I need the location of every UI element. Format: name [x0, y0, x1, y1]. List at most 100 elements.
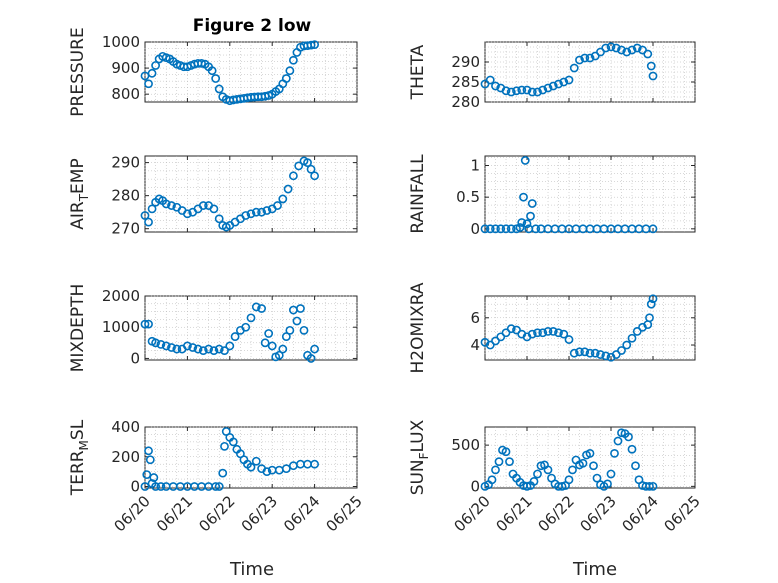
data-point	[496, 332, 506, 342]
data-point	[554, 328, 563, 338]
y-tick-label: 2000	[102, 287, 140, 305]
data-point	[522, 85, 532, 95]
y-axis-label: RAINFALL	[408, 154, 428, 234]
data-point	[214, 482, 224, 491]
x-tick-label: 06/23	[238, 492, 281, 535]
data-point	[140, 319, 150, 329]
data-point	[559, 77, 569, 87]
data-point	[496, 224, 506, 234]
data-point	[559, 329, 569, 339]
data-point	[156, 339, 166, 349]
x-tick-label: 06/20	[451, 492, 494, 535]
data-point	[501, 447, 511, 457]
data-point	[292, 316, 302, 326]
data-point	[632, 327, 642, 336]
y-tick-label: 500	[451, 436, 480, 454]
data-point	[299, 325, 309, 335]
data-point	[491, 81, 500, 91]
y-tick-label: 200	[111, 448, 140, 466]
data-point	[182, 209, 192, 219]
data-point	[262, 467, 272, 477]
data-point	[310, 459, 319, 469]
data-point	[225, 341, 235, 351]
subplot-6: 4 6 H2OMIXRA	[408, 282, 696, 374]
data-point	[575, 347, 584, 357]
data-point	[485, 340, 495, 350]
data-point	[585, 448, 595, 458]
data-point	[220, 441, 229, 451]
y-tick-label: 0	[470, 477, 480, 495]
data-point	[142, 470, 152, 480]
data-point	[648, 481, 658, 491]
data-point	[480, 224, 490, 234]
data-point	[211, 74, 221, 83]
y-tick-label: 0	[130, 478, 140, 496]
data-point	[592, 473, 602, 483]
data-point	[501, 328, 511, 338]
data-point	[601, 351, 611, 361]
data-point	[519, 192, 528, 202]
data-point	[193, 344, 203, 354]
subplot-7: 06/20 06/21 06/22 06/23 06/24 06/25 0 200 400 TER…	[68, 418, 366, 535]
y-tick-label: 270	[111, 220, 140, 238]
data-point	[648, 71, 658, 81]
y-axis-label: TERRMSL	[68, 419, 91, 496]
y-tick-label: 0.5	[456, 188, 480, 206]
data-point	[214, 214, 224, 224]
subplot-3: 270 280 290 AIRTEMP	[68, 154, 358, 238]
subplot-5: 0 1000 2000 MIXDEPTH	[68, 284, 358, 372]
x-tick-label: 06/21	[153, 492, 196, 535]
data-point	[251, 456, 261, 466]
data-point	[251, 302, 261, 312]
data-point	[246, 209, 256, 219]
data-point	[611, 43, 621, 53]
data-point	[527, 87, 537, 97]
data-point	[548, 81, 558, 91]
data-point	[310, 40, 319, 50]
data-point	[603, 479, 612, 489]
data-point	[529, 477, 539, 486]
data-point	[145, 455, 155, 465]
data-point	[161, 199, 171, 209]
data-point	[209, 346, 219, 356]
data-point	[648, 224, 658, 234]
data-point	[228, 437, 238, 447]
y-axis-label: PRESSURE	[68, 27, 88, 116]
data-point	[278, 344, 288, 354]
data-point	[278, 194, 288, 204]
data-point	[585, 348, 595, 358]
data-point	[564, 475, 574, 485]
y-tick-label: 6	[470, 309, 480, 327]
y-tick-label: 280	[451, 93, 480, 111]
y-tick-label: 1000	[102, 33, 140, 51]
data-point	[533, 87, 542, 97]
data-point	[601, 43, 611, 53]
data-point	[627, 333, 637, 343]
data-point	[578, 458, 588, 468]
data-point	[267, 341, 277, 351]
data-point	[613, 436, 623, 446]
data-point	[151, 338, 160, 348]
data-point	[285, 325, 295, 335]
data-point	[645, 481, 654, 491]
subplot-4: 0 0.5 1 RAINFALL	[408, 154, 696, 238]
data-point	[533, 328, 542, 338]
data-point	[606, 42, 616, 52]
y-axis-label: H2OMIXRA	[408, 282, 428, 373]
data-point	[646, 299, 656, 309]
data-point	[627, 444, 637, 454]
data-point	[264, 329, 274, 338]
data-point	[645, 313, 654, 323]
data-point	[590, 348, 600, 358]
data-point	[209, 204, 219, 214]
data-point	[281, 464, 291, 474]
data-point	[156, 482, 166, 491]
data-point	[303, 158, 312, 168]
data-point	[533, 469, 542, 479]
data-point	[274, 350, 284, 360]
data-point	[631, 461, 640, 471]
data-point	[147, 68, 157, 78]
y-axis-label: SUNFLUX	[408, 419, 431, 495]
data-point	[610, 448, 619, 458]
